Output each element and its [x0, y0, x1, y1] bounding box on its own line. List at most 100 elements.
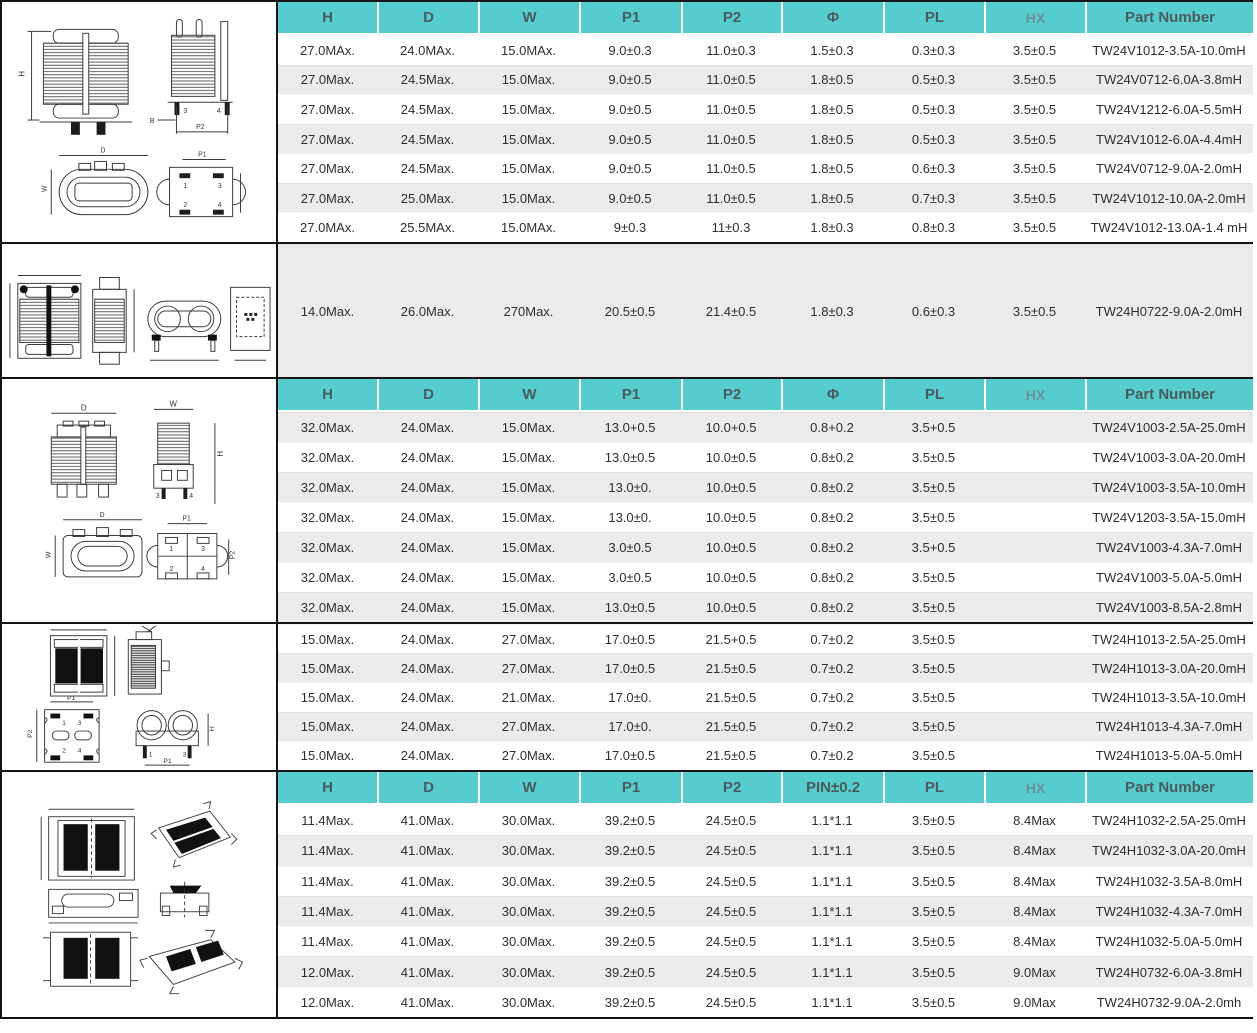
- spec-cell: 3.5±0.5: [911, 631, 956, 647]
- table-row: 11.4Max. 41.0Max. 30.0Max. 39.2±0.5 24.5±0.5…: [278, 805, 1253, 836]
- spec-cell: 0.7±0.2: [810, 690, 854, 705]
- spec-cell: 15.0Max.: [501, 600, 556, 615]
- spec-cell: 27.0MAx.: [300, 42, 355, 58]
- spec-cell: 1.1*1.1: [811, 813, 853, 829]
- spec-cell: 20.5±0.5: [604, 303, 656, 319]
- spec-cell: 15.0Max.: [300, 690, 355, 705]
- spec-cell: 24.0Max.: [400, 420, 455, 435]
- spec-cell: 1.1*1.1: [811, 843, 853, 859]
- spec-cell: 21.5±0.5: [705, 660, 757, 676]
- spec-cell: 24.0Max.: [400, 450, 455, 465]
- spec-cell: 32.0Max.: [300, 480, 355, 495]
- spec-cell: 39.2±0.5: [604, 964, 656, 980]
- spec-section-smd: H D W P1 P2 PIN±0.2 PL HX Part Number 11.4Max. 41.…: [278, 770, 1253, 1017]
- part-number-cell: TW24V1012-3.5A-10.0mH: [1092, 42, 1246, 58]
- spec-cell: 27.0MAx.: [300, 220, 355, 236]
- spec-cell: 39.2±0.5: [604, 813, 656, 829]
- pin-label: 4: [78, 747, 82, 754]
- spec-cell: 13.0+0.5: [604, 420, 656, 435]
- dim-label: D: [101, 148, 106, 155]
- spec-cell: 15.0MAx.: [501, 220, 556, 236]
- spec-cell: 1.8±0.5: [810, 131, 854, 147]
- spec-cell: 8.4Max: [1013, 903, 1056, 919]
- pin-label: 3: [78, 720, 82, 727]
- table-row: 27.0Max. 25.0Max. 15.0Max. 9.0±0.5 11.0±0.5 1…: [278, 182, 1253, 213]
- spec-cell: 3.5±0.5: [911, 873, 956, 889]
- spec-cell: 0.7±0.2: [810, 631, 854, 647]
- drawing-horizontal-inductor-1: [2, 242, 276, 377]
- spec-cell: 24.0MAx.: [400, 42, 455, 58]
- dim-label: P1: [67, 695, 76, 702]
- spec-cell: 8.4Max: [1013, 873, 1056, 889]
- part-number-cell: TW24V1212-6.0A-5.5mH: [1096, 101, 1242, 117]
- column-header-pl: PL: [883, 379, 984, 410]
- spec-cell: 15.0Max.: [501, 190, 556, 206]
- spec-cell: 39.2±0.5: [604, 994, 656, 1010]
- spec-cell: 41.0Max.: [400, 813, 455, 829]
- part-number-cell: TW24V1003-4.3A-7.0mH: [1096, 540, 1242, 555]
- spec-cell: 15.0Max.: [501, 480, 556, 495]
- pin-label: 3: [218, 183, 222, 190]
- part-number-cell: TW24V1003-3.5A-10.0mH: [1092, 480, 1246, 495]
- spec-cell: 3.5±0.5: [911, 480, 956, 495]
- spec-cell: 11.0±0.5: [706, 72, 756, 88]
- spec-cell: 1.1*1.1: [811, 994, 853, 1010]
- spec-cell: 17.0±0.5: [604, 660, 656, 676]
- spec-cell: 15.0Max.: [300, 631, 355, 647]
- part-number-cell: TW24H1013-2.5A-25.0mH: [1092, 631, 1246, 647]
- spec-cell: 15.0Max.: [300, 719, 355, 735]
- spec-cell: 3.5±0.5: [911, 600, 956, 615]
- part-number-cell: TW24H0732-9.0A-2.0mh: [1096, 994, 1242, 1010]
- pin-label: 2: [62, 747, 66, 754]
- part-number-cell: TW24V1003-5.0A-5.0mH: [1096, 570, 1242, 585]
- spec-cell: 11.0±0.5: [706, 131, 756, 147]
- spec-cell: 21.0Max.: [501, 690, 556, 705]
- spec-cell: 15.0Max.: [501, 450, 556, 465]
- spec-cell: 41.0Max.: [400, 994, 455, 1010]
- table-row: 14.0Max. 26.0Max. 270Max. 20.5±0.5 21.4±0.5 1…: [278, 244, 1253, 377]
- spec-cell: 3.5±0.5: [911, 690, 956, 705]
- spec-section-horizontal-1: 14.0Max. 26.0Max. 270Max. 20.5±0.5 21.4±0.5 1…: [278, 242, 1253, 377]
- spec-cell: 30.0Max.: [501, 843, 556, 859]
- spec-cell: 0.8±0.2: [810, 600, 854, 615]
- part-number-cell: TW24H1032-4.3A-7.0mH: [1095, 903, 1243, 919]
- spec-cell: 9.0±0.3: [608, 42, 652, 58]
- spec-cell: 24.5±0.5: [705, 843, 757, 859]
- spec-cell: 27.0Max.: [300, 190, 355, 206]
- part-number-cell: TW24V0712-9.0A-2.0mH: [1096, 161, 1242, 177]
- drawing-vertical-inductor-1: H 3 4 B P2 D W P1 1 3 2 4: [2, 2, 276, 242]
- spec-cell: 1.1*1.1: [811, 934, 853, 950]
- spec-cell: 0.7±0.3: [911, 190, 956, 206]
- spec-cell: 41.0Max.: [400, 964, 455, 980]
- spec-cell: 14.0Max.: [300, 303, 355, 319]
- spec-cell: 1.8±0.3: [810, 303, 854, 319]
- spec-cell: 15.0MAx.: [501, 42, 556, 58]
- dim-label: W: [170, 399, 178, 408]
- spec-cell: 3.5±0.5: [1012, 220, 1057, 236]
- spec-cell: 0.8±0.2: [810, 570, 854, 585]
- part-number-cell: TW24V1012-10.0A-2.0mH: [1092, 190, 1246, 206]
- table-row: 12.0Max. 41.0Max. 30.0Max. 39.2±0.5 24.5±0.5…: [278, 986, 1253, 1017]
- part-number-cell: TW24H1032-3.5A-8.0mH: [1095, 873, 1243, 889]
- spec-cell: 3.5+0.5: [911, 540, 956, 555]
- column-header-h: H: [322, 386, 333, 403]
- spec-cell: 41.0Max.: [400, 873, 455, 889]
- spec-cell: 24.0Max.: [400, 631, 455, 647]
- spec-cell: 32.0Max.: [300, 570, 355, 585]
- spec-section-vertical-2: H D W P1 P2 Φ PL HX Part Number 32.0Max. 24.0Max. 1…: [278, 377, 1253, 622]
- spec-cell: 30.0Max.: [501, 964, 556, 980]
- table-row: 27.0Max. 24.5Max. 15.0Max. 9.0±0.5 11.0±0.5 1…: [278, 94, 1253, 124]
- spec-cell: 15.0Max.: [501, 72, 556, 88]
- spec-cell: 10.0±0.5: [705, 480, 757, 495]
- technical-drawing: [40, 801, 244, 995]
- spec-cell: 10.0±0.5: [705, 540, 757, 555]
- dim-label: P2: [27, 729, 34, 738]
- spec-cell: 32.0Max.: [300, 600, 355, 615]
- spec-cell: 41.0Max.: [400, 903, 455, 919]
- spec-cell: 24.5±0.5: [705, 994, 757, 1010]
- spec-cell: 3.5±0.5: [1012, 161, 1057, 177]
- column-header-w: W: [478, 772, 579, 803]
- spec-cell: 39.2±0.5: [604, 934, 656, 950]
- dim-label: D: [100, 512, 105, 519]
